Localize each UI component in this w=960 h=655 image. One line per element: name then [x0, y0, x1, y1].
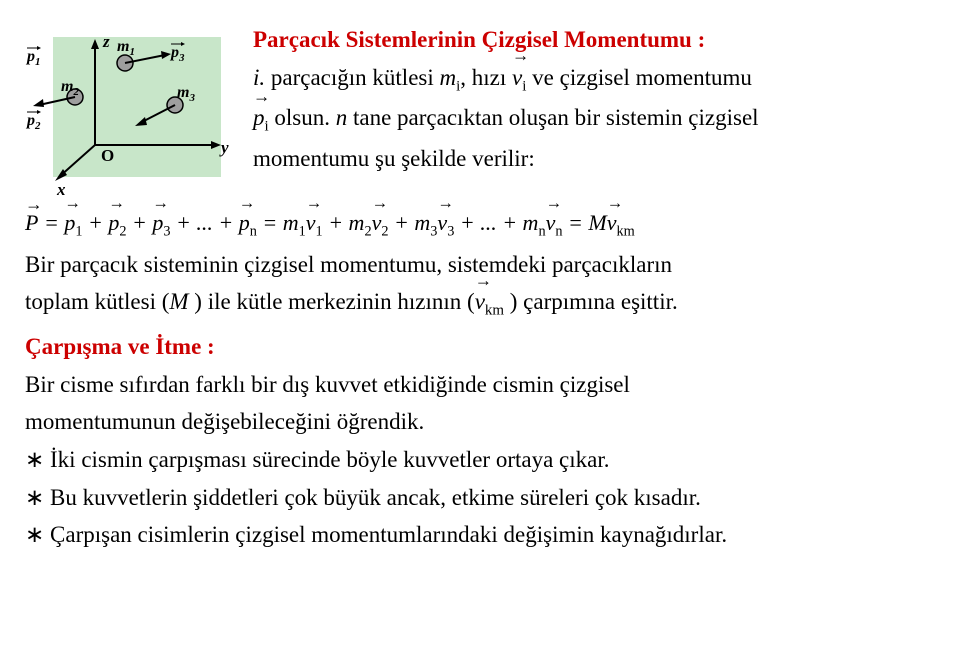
bullet-1: ∗ İki cismin çarpışması sürecinde böyle …	[25, 442, 935, 478]
axes-diagram: z y x O m1 m2 m3 p3 p1 p2	[25, 25, 235, 200]
sub-line-2: momentumunun değişebileceğini öğrendik.	[25, 404, 935, 440]
svg-text:p1: p1	[25, 48, 41, 68]
sub-line-1: Bir cisme sıfırdan farklı bir dış kuvvet…	[25, 367, 935, 403]
sub-title: Çarpışma ve İtme :	[25, 329, 935, 365]
svg-text:z: z	[102, 32, 110, 51]
bullet-3: ∗ Çarpışan cisimlerin çizgisel momentuml…	[25, 517, 935, 553]
momentum-equation: P = p1 + p2 + p3 + ... + pn = m1v1 + m2v…	[25, 206, 935, 243]
mid-text-2: toplam kütlesi (M ) ile kütle merkezinin…	[25, 284, 935, 323]
svg-text:O: O	[101, 146, 114, 165]
svg-text:p2: p2	[25, 112, 41, 132]
bullet-2: ∗ Bu kuvvetlerin şiddetleri çok büyük an…	[25, 480, 935, 516]
svg-text:y: y	[219, 138, 229, 157]
